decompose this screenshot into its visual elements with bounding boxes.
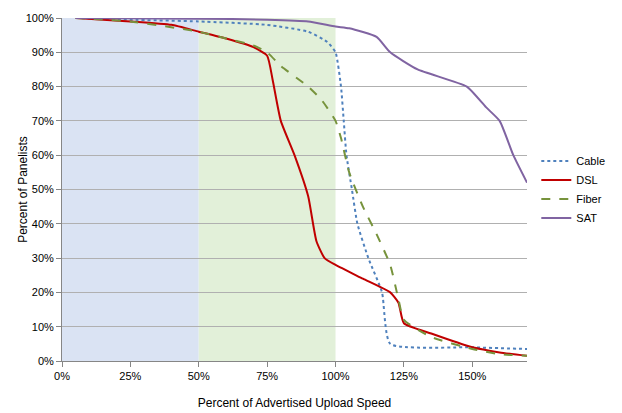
svg-text:20%: 20% [32, 286, 54, 298]
svg-text:Fiber: Fiber [576, 193, 601, 205]
svg-text:50%: 50% [188, 370, 210, 382]
svg-text:Cable: Cable [576, 155, 605, 167]
svg-text:0%: 0% [54, 370, 70, 382]
svg-text:25%: 25% [119, 370, 141, 382]
svg-text:DSL: DSL [576, 174, 597, 186]
svg-text:0%: 0% [38, 355, 54, 367]
svg-text:80%: 80% [32, 80, 54, 92]
svg-text:Percent of Panelists: Percent of Panelists [16, 136, 30, 243]
svg-text:40%: 40% [32, 218, 54, 230]
svg-text:30%: 30% [32, 252, 54, 264]
svg-text:Percent of Advertised Upload S: Percent of Advertised Upload Speed [198, 396, 391, 410]
svg-text:100%: 100% [26, 12, 54, 24]
svg-text:10%: 10% [32, 321, 54, 333]
svg-text:125%: 125% [390, 370, 418, 382]
svg-text:60%: 60% [32, 149, 54, 161]
svg-text:90%: 90% [32, 46, 54, 58]
svg-text:100%: 100% [321, 370, 349, 382]
svg-text:75%: 75% [256, 370, 278, 382]
svg-text:70%: 70% [32, 115, 54, 127]
svg-text:150%: 150% [458, 370, 486, 382]
svg-text:50%: 50% [32, 183, 54, 195]
svg-text:SAT: SAT [576, 212, 597, 224]
